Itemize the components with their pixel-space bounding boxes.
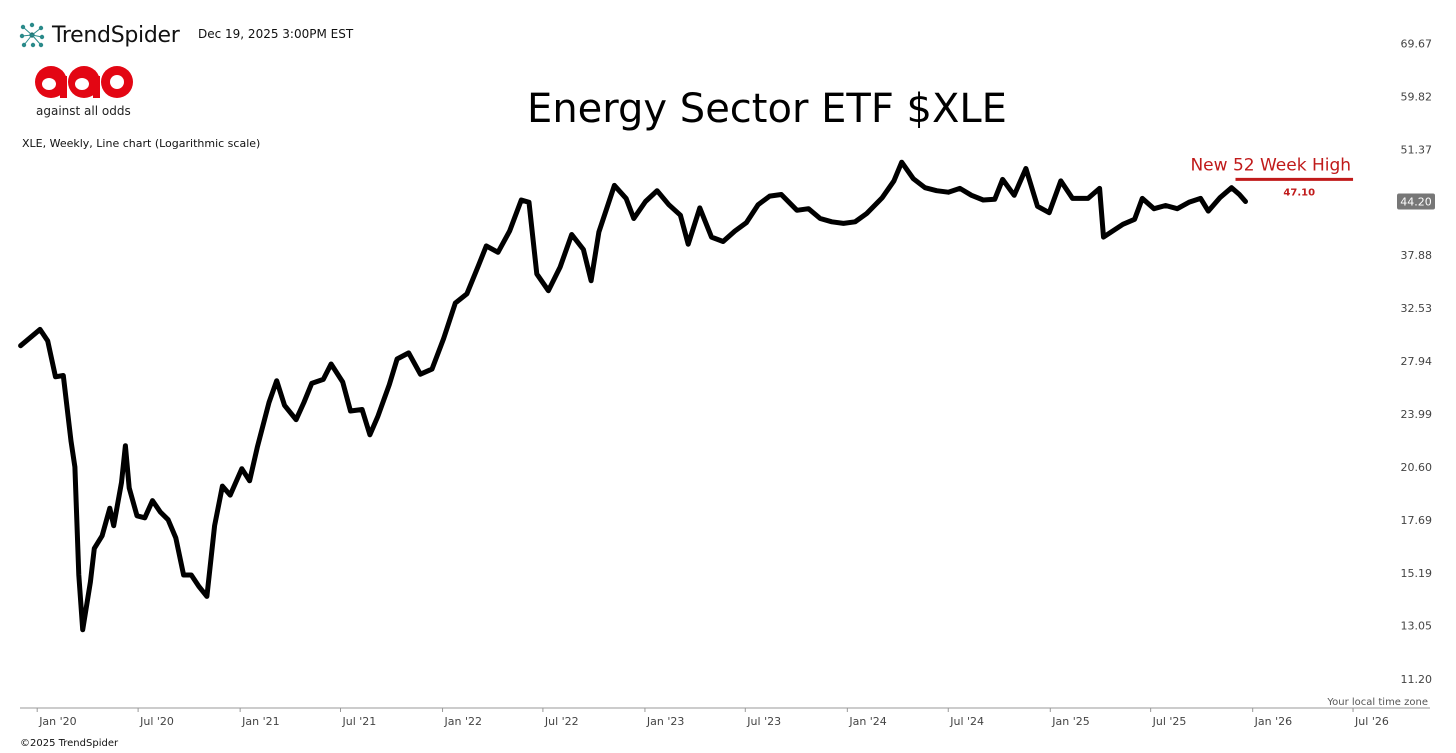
x-tick-label: Jan '23 bbox=[646, 715, 684, 728]
annotation-label: New 52 Week High bbox=[1190, 155, 1351, 175]
x-tick-label: Jan '24 bbox=[848, 715, 886, 728]
x-tick-label: Jul '26 bbox=[1354, 715, 1389, 728]
y-tick-label: 20.60 bbox=[1401, 461, 1433, 474]
trendspider-logo-icon bbox=[19, 22, 45, 48]
x-tick-label: Jul '25 bbox=[1152, 715, 1187, 728]
x-tick-label: Jan '26 bbox=[1254, 715, 1292, 728]
last-price-label: 44.20 bbox=[1400, 196, 1432, 209]
chart-timestamp: Dec 19, 2025 3:00PM EST bbox=[198, 27, 354, 41]
copyright: ©2025 TrendSpider bbox=[20, 738, 119, 749]
brand-name: TrendSpider bbox=[52, 22, 180, 48]
y-axis: 69.67 59.82 51.37 37.88 32.53 27.94 23.99 20.60… bbox=[1401, 37, 1433, 686]
brand: TrendSpider bbox=[18, 20, 180, 50]
x-tick-label: Jan '21 bbox=[241, 715, 279, 728]
y-tick-label: 23.99 bbox=[1401, 408, 1433, 421]
aao-logo-icon bbox=[35, 66, 133, 98]
y-tick-label: 69.67 bbox=[1401, 37, 1433, 50]
x-tick-label: Jul '21 bbox=[342, 715, 377, 728]
timezone-note: Your local time zone bbox=[1327, 697, 1428, 708]
x-tick-label: Jul '22 bbox=[544, 715, 579, 728]
new-high-annotation: New 52 Week High 47.10 bbox=[1190, 155, 1354, 198]
chart-subtitle: XLE, Weekly, Line chart (Logarithmic sca… bbox=[22, 137, 261, 150]
x-tick-label: Jan '25 bbox=[1051, 715, 1089, 728]
annotation-value-label: 47.10 bbox=[1283, 187, 1315, 198]
x-tick-label: Jul '24 bbox=[949, 715, 984, 728]
x-tick-label: Jan '22 bbox=[444, 715, 482, 728]
y-tick-label: 15.19 bbox=[1401, 567, 1433, 580]
chart-title: Energy Sector ETF $XLE bbox=[527, 86, 1007, 132]
y-tick-label: 32.53 bbox=[1401, 302, 1433, 315]
price-series-line bbox=[18, 159, 1248, 633]
last-price-badge: 44.20 bbox=[1397, 193, 1435, 210]
x-tick-label: Jul '23 bbox=[746, 715, 781, 728]
y-tick-label: 27.94 bbox=[1401, 355, 1433, 368]
logo-tagline: against all odds bbox=[36, 104, 131, 118]
x-tick-label: Jul '20 bbox=[139, 715, 174, 728]
y-tick-label: 11.20 bbox=[1401, 673, 1433, 686]
x-axis: Jan '20 Jul '20 Jan '21 Jul '21 Jan '22 Jul '… bbox=[36, 708, 1389, 728]
y-tick-label: 13.05 bbox=[1401, 620, 1433, 633]
y-tick-label: 59.82 bbox=[1401, 90, 1433, 103]
x-tick-label: Jan '20 bbox=[38, 715, 76, 728]
y-tick-label: 17.69 bbox=[1401, 514, 1433, 527]
y-tick-label: 51.37 bbox=[1401, 143, 1433, 156]
y-tick-label: 37.88 bbox=[1401, 249, 1433, 262]
last-price-box bbox=[1397, 193, 1435, 210]
